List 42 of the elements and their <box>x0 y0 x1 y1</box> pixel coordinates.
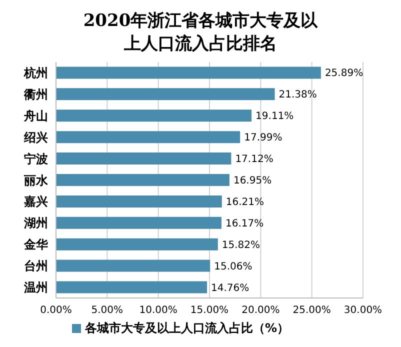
x-tick-label: 5.00% <box>91 305 124 316</box>
y-tick-label: 湖州 <box>23 216 48 230</box>
y-tick-label: 舟山 <box>23 108 48 123</box>
bar <box>56 260 210 272</box>
y-tick-label: 丽水 <box>23 173 49 188</box>
x-tick-label: 30.00% <box>344 305 382 316</box>
data-label: 16.17% <box>225 218 264 230</box>
y-tick-label: 衢州 <box>23 87 48 102</box>
data-label: 16.95% <box>233 175 272 186</box>
data-label: 14.76% <box>211 282 250 294</box>
y-tick-label: 杭州 <box>23 66 48 80</box>
data-label: 17.99% <box>244 132 282 144</box>
chart-title: 2020年浙江省各城市大专及以上人口流入占比排名 <box>82 10 319 56</box>
bar <box>56 66 321 79</box>
y-tick-label: 金华 <box>23 238 49 252</box>
bar <box>56 88 275 100</box>
bar <box>56 195 222 208</box>
data-label: 16.21% <box>226 196 264 208</box>
bar <box>56 216 222 229</box>
y-tick-label: 台州 <box>24 259 48 274</box>
y-tick-label: 温州 <box>23 280 48 295</box>
bar <box>56 131 240 144</box>
x-tick-label: 15.00% <box>190 305 229 316</box>
bar <box>56 238 218 250</box>
y-tick-label: 宁波 <box>24 152 49 166</box>
y-tick-label: 绍兴 <box>23 130 48 144</box>
bar <box>56 110 252 122</box>
legend-label: 各城市大专及以上人口流入占比（%） <box>84 321 290 335</box>
x-tick-label: 10.00% <box>139 305 178 316</box>
data-label: 15.06% <box>214 261 252 272</box>
data-label: 21.38% <box>278 90 317 101</box>
data-label: 25.89% <box>324 68 364 80</box>
data-label: 17.12% <box>235 154 274 166</box>
x-tick-label: 20.00% <box>242 305 280 316</box>
y-tick-label: 嘉兴 <box>24 194 48 209</box>
bar <box>56 152 232 165</box>
x-tick-label: 0.00% <box>40 305 72 316</box>
data-label: 15.82% <box>222 240 260 251</box>
data-label: 19.11% <box>256 111 294 122</box>
x-tick-label: 25.00% <box>292 305 331 316</box>
bar <box>56 174 230 186</box>
bar <box>56 281 208 294</box>
